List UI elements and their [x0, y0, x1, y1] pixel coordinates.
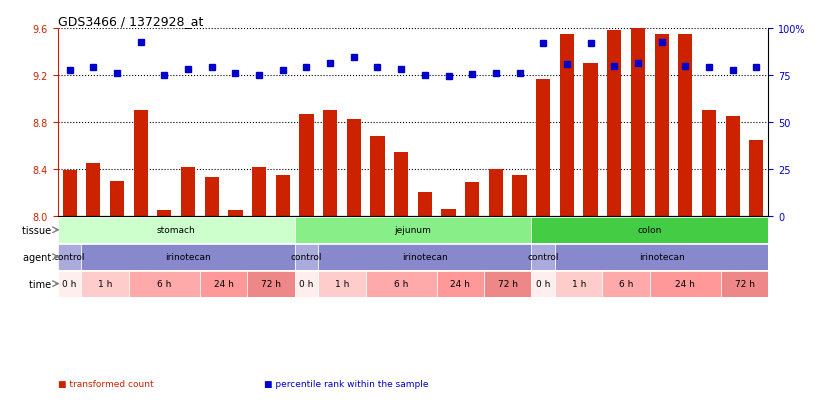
Text: 0 h: 0 h: [63, 280, 77, 288]
FancyBboxPatch shape: [318, 271, 366, 297]
FancyBboxPatch shape: [58, 217, 295, 243]
Text: 72 h: 72 h: [498, 280, 518, 288]
Text: 24 h: 24 h: [214, 280, 234, 288]
Bar: [678, 35, 692, 217]
Bar: [702, 111, 716, 217]
Bar: [252, 168, 266, 217]
FancyBboxPatch shape: [295, 244, 318, 270]
FancyBboxPatch shape: [82, 271, 129, 297]
FancyBboxPatch shape: [437, 271, 484, 297]
Text: control: control: [291, 253, 322, 261]
Bar: [323, 111, 337, 217]
FancyBboxPatch shape: [555, 271, 602, 297]
FancyBboxPatch shape: [318, 244, 531, 270]
Text: 0 h: 0 h: [536, 280, 550, 288]
Text: irinotecan: irinotecan: [165, 253, 211, 261]
Bar: [228, 211, 243, 217]
Bar: [560, 35, 574, 217]
Text: 6 h: 6 h: [394, 280, 408, 288]
Text: 72 h: 72 h: [734, 280, 754, 288]
Bar: [489, 170, 503, 217]
Text: 0 h: 0 h: [299, 280, 314, 288]
Bar: [583, 64, 598, 217]
Text: 1 h: 1 h: [572, 280, 586, 288]
Text: GDS3466 / 1372928_at: GDS3466 / 1372928_at: [58, 15, 203, 28]
Text: time: time: [30, 279, 58, 289]
Text: 1 h: 1 h: [335, 280, 349, 288]
Bar: [134, 111, 148, 217]
Text: stomach: stomach: [157, 226, 196, 235]
Bar: [512, 176, 527, 217]
Bar: [157, 211, 172, 217]
FancyBboxPatch shape: [721, 271, 768, 297]
FancyBboxPatch shape: [650, 271, 721, 297]
FancyBboxPatch shape: [129, 271, 200, 297]
Text: 1 h: 1 h: [98, 280, 112, 288]
Bar: [631, 29, 645, 217]
Text: 24 h: 24 h: [450, 280, 470, 288]
Bar: [607, 31, 621, 217]
FancyBboxPatch shape: [295, 217, 531, 243]
Bar: [86, 164, 101, 217]
FancyBboxPatch shape: [200, 271, 247, 297]
Bar: [725, 117, 740, 217]
Bar: [394, 152, 408, 217]
FancyBboxPatch shape: [531, 244, 555, 270]
FancyBboxPatch shape: [295, 271, 318, 297]
Text: ■ percentile rank within the sample: ■ percentile rank within the sample: [264, 379, 429, 388]
Text: agent: agent: [23, 252, 58, 262]
FancyBboxPatch shape: [58, 244, 82, 270]
Bar: [110, 182, 124, 217]
Bar: [418, 192, 432, 217]
Text: control: control: [54, 253, 85, 261]
Bar: [749, 140, 763, 217]
FancyBboxPatch shape: [366, 271, 437, 297]
Text: jejunum: jejunum: [395, 226, 431, 235]
FancyBboxPatch shape: [247, 271, 295, 297]
FancyBboxPatch shape: [484, 271, 531, 297]
Bar: [347, 119, 361, 217]
FancyBboxPatch shape: [602, 271, 650, 297]
Text: 72 h: 72 h: [261, 280, 281, 288]
Bar: [181, 168, 195, 217]
Bar: [205, 178, 219, 217]
Text: 6 h: 6 h: [619, 280, 634, 288]
FancyBboxPatch shape: [82, 244, 295, 270]
Bar: [654, 35, 669, 217]
Bar: [441, 210, 456, 217]
Bar: [299, 115, 314, 217]
Text: irinotecan: irinotecan: [402, 253, 448, 261]
Bar: [536, 79, 550, 217]
FancyBboxPatch shape: [555, 244, 768, 270]
FancyBboxPatch shape: [531, 217, 768, 243]
Bar: [370, 137, 385, 217]
Text: 6 h: 6 h: [157, 280, 172, 288]
Text: 24 h: 24 h: [676, 280, 695, 288]
Bar: [465, 183, 479, 217]
Text: tissue: tissue: [22, 225, 58, 235]
Text: ■ transformed count: ■ transformed count: [58, 379, 154, 388]
FancyBboxPatch shape: [58, 271, 82, 297]
Text: colon: colon: [638, 226, 662, 235]
FancyBboxPatch shape: [531, 271, 555, 297]
Bar: [63, 171, 77, 217]
Text: control: control: [528, 253, 559, 261]
Bar: [276, 176, 290, 217]
Text: irinotecan: irinotecan: [638, 253, 685, 261]
